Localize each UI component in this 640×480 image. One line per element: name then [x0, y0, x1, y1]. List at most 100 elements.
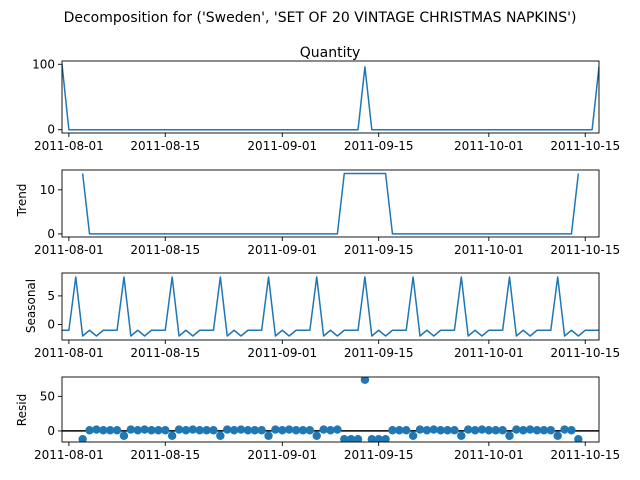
resid-point	[284, 425, 294, 434]
y-tick-label: 10	[40, 183, 55, 197]
resid-point	[457, 431, 466, 440]
resid-point	[477, 425, 487, 434]
x-tick-label: 2011-10-15	[550, 448, 620, 462]
figure-title: Decomposition for ('Sweden', 'SET OF 20 …	[64, 10, 577, 26]
trend-panel: Trend 0 10 2011-08-01 2011-08-15 2011-09-01 2…	[15, 169, 620, 257]
x-tick-label: 2011-09-15	[344, 243, 414, 257]
resid-point	[188, 425, 198, 434]
x-tick-label: 2011-08-01	[34, 448, 104, 462]
resid-point	[85, 426, 94, 435]
resid-point	[388, 426, 397, 435]
x-tick-label: 2011-08-01	[34, 139, 104, 153]
resid-point	[174, 425, 184, 434]
resid-point	[92, 425, 101, 434]
resid-point	[119, 431, 129, 440]
resid-point	[105, 426, 115, 435]
y-tick-label: 0	[47, 318, 55, 332]
x-tick-label: 2011-09-01	[247, 448, 317, 462]
x-tick-label: 2011-09-01	[247, 243, 317, 257]
resid-panel: Resid 0 50 2011-08-01 2011-08-15 2011-09-01 2…	[15, 376, 620, 462]
x-tick-label: 2011-10-01	[454, 243, 524, 257]
resid-point	[415, 425, 425, 434]
x-tick-label: 2011-09-01	[247, 346, 317, 360]
x-tick-label: 2011-10-15	[550, 346, 620, 360]
resid-point	[553, 431, 562, 440]
resid-point	[264, 431, 273, 440]
y-tick-label: 5	[47, 289, 55, 303]
resid-point	[346, 435, 356, 442]
series-line	[81, 172, 580, 235]
x-tick-label: 2011-09-15	[344, 139, 414, 153]
resid-point	[271, 425, 280, 434]
resid-point	[539, 426, 549, 435]
resid-point	[408, 431, 418, 440]
resid-point	[560, 425, 569, 434]
resid-point	[525, 425, 535, 434]
x-tick-label: 2011-08-15	[130, 243, 200, 257]
resid-point	[567, 426, 576, 435]
resid-point	[333, 425, 342, 434]
resid-point	[312, 431, 321, 440]
y-tick-label: 0	[47, 227, 55, 241]
resid-point	[250, 426, 259, 435]
x-tick-label: 2011-10-01	[454, 448, 524, 462]
x-tick-label: 2011-09-15	[344, 448, 414, 462]
resid-point	[326, 426, 335, 435]
y-tick-label: 50	[40, 389, 55, 403]
resid-point	[305, 426, 315, 435]
plot-area	[81, 172, 580, 235]
resid-point	[291, 426, 301, 435]
resid-point	[236, 425, 246, 434]
resid-point	[195, 426, 204, 435]
resid-point	[340, 435, 349, 442]
axes-frame	[61, 169, 600, 238]
resid-point	[381, 435, 390, 442]
resid-point	[202, 426, 211, 435]
resid-point	[167, 431, 177, 440]
trend-ylabel: Trend	[15, 184, 29, 218]
resid-point	[491, 426, 500, 435]
resid-point	[78, 435, 87, 442]
x-tick-label: 2011-10-01	[454, 139, 524, 153]
resid-point	[257, 426, 266, 435]
resid-ylabel: Resid	[15, 394, 29, 426]
resid-point	[443, 426, 452, 435]
y-tick-label: 0	[47, 424, 55, 438]
resid-point	[532, 426, 542, 435]
x-tick-label: 2011-10-01	[454, 346, 524, 360]
resid-point	[498, 426, 507, 435]
quantity-panel: Quantity 0 100 2011-08-01 2011-08-15 2011-09…	[32, 45, 620, 153]
x-tick-label: 2011-08-01	[34, 243, 104, 257]
axes-frame	[61, 376, 600, 443]
resid-point	[126, 425, 136, 434]
resid-point	[147, 426, 156, 435]
axes-frame	[61, 272, 600, 341]
quantity-panel-title: Quantity	[300, 45, 361, 61]
resid-point	[229, 426, 239, 435]
resid-point	[519, 426, 528, 435]
resid-point	[470, 426, 480, 435]
resid-point	[546, 426, 556, 435]
resid-point	[436, 426, 445, 435]
resid-point	[161, 426, 170, 435]
resid-point	[216, 431, 225, 440]
resid-point	[402, 426, 411, 435]
resid-point	[353, 435, 363, 442]
x-tick-label: 2011-08-15	[130, 448, 200, 462]
resid-point	[140, 425, 149, 434]
x-tick-label: 2011-10-15	[550, 139, 620, 153]
x-tick-label: 2011-09-15	[344, 346, 414, 360]
x-tick-label: 2011-08-15	[130, 139, 200, 153]
y-tick-label: 0	[47, 123, 55, 137]
plot-area	[62, 377, 599, 442]
resid-point	[574, 435, 583, 442]
resid-point	[298, 426, 308, 435]
plot-area	[62, 64, 599, 131]
resid-point	[505, 431, 514, 440]
x-tick-label: 2011-10-15	[550, 243, 620, 257]
resid-point	[243, 426, 253, 435]
y-tick-label: 100	[32, 57, 55, 71]
resid-point	[429, 425, 438, 434]
x-tick-label: 2011-09-01	[247, 139, 317, 153]
resid-point	[181, 426, 191, 435]
